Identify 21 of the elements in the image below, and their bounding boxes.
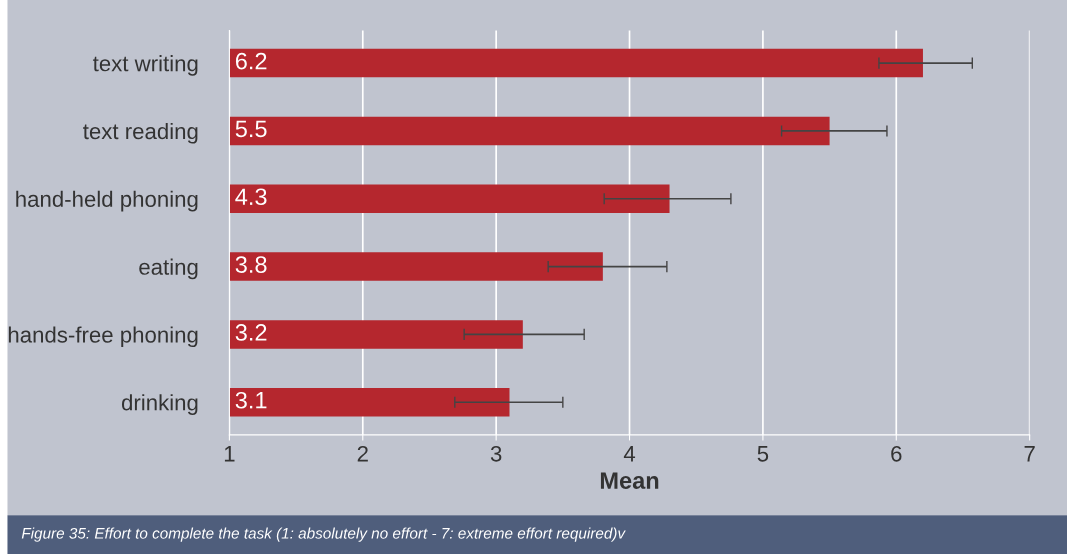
x-tick-label: 1 — [224, 446, 235, 462]
x-axis-title: Mean — [600, 472, 659, 489]
y-tick-label: text reading — [83, 122, 198, 144]
x-tick-label: 5 — [757, 446, 769, 462]
x-tick-label: 3 — [490, 445, 502, 462]
data-label: 3.1 — [235, 391, 267, 409]
caption: Figure 35: Effort to complete the task (1: absolutely no effort - 7: extreme effort required)v — [21, 527, 626, 542]
data-label: 4.3 — [235, 188, 267, 206]
data-label: 3.2 — [235, 324, 267, 341]
x-tick-label: 4 — [623, 446, 636, 462]
y-tick-label: text writing — [92, 55, 198, 76]
x-tick-label: 7 — [1024, 446, 1035, 462]
data-label: 6.2 — [235, 52, 267, 70]
x-tick-label: 6 — [891, 445, 902, 462]
x-tick-label: 2 — [357, 445, 368, 462]
y-tick-label: hands-free phoning — [8, 326, 198, 348]
y-tick-label: hand-held phoning — [16, 190, 198, 212]
data-label: 3.8 — [235, 256, 267, 273]
data-label: 5.5 — [235, 120, 267, 138]
y-tick-label: eating — [139, 258, 198, 280]
y-tick-label: drinking — [121, 394, 198, 415]
